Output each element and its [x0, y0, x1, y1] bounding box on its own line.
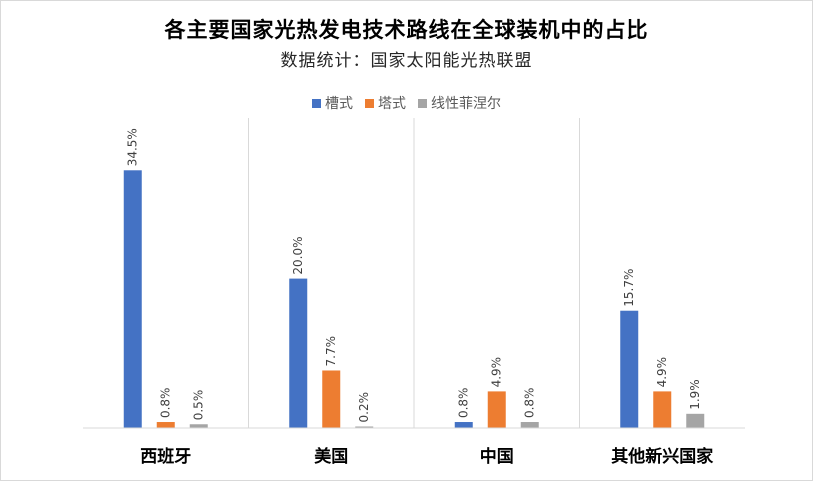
x-tick-label: 其他新兴国家	[611, 446, 713, 467]
data-label-tower: 7.7%	[324, 336, 338, 367]
legend-item-trough: 槽式	[312, 93, 353, 113]
bar-fresnel	[520, 422, 539, 428]
legend-swatch-trough	[312, 98, 321, 108]
bar-trough	[289, 278, 308, 428]
bar-fresnel	[686, 413, 705, 428]
data-label-trough: 15.7%	[622, 269, 636, 307]
data-label-tower: 4.9%	[490, 357, 504, 388]
data-label-tower: 0.8%	[159, 388, 173, 419]
data-label-trough: 20.0%	[291, 236, 305, 274]
legend-label-tower: 塔式	[378, 96, 406, 112]
data-label-fresnel: 1.9%	[688, 379, 702, 410]
bar-tower	[156, 422, 175, 428]
bar-trough	[620, 310, 639, 428]
bar-fresnel	[355, 426, 374, 428]
data-label-trough: 34.5%	[126, 128, 140, 166]
legend-item-fresnel: 线性菲涅尔	[418, 93, 501, 113]
data-label-tower: 4.9%	[655, 357, 669, 388]
chart-subtitle: 数据统计：国家太阳能光热联盟	[280, 51, 533, 71]
bar-trough	[123, 170, 142, 428]
legend-swatch-fresnel	[418, 98, 427, 108]
bar-fresnel	[189, 424, 208, 428]
legend-item-tower: 塔式	[365, 93, 406, 113]
x-tick-label: 美国	[314, 446, 348, 467]
legend-swatch-tower	[365, 98, 374, 108]
bar-trough	[454, 422, 473, 428]
legend-label-fresnel: 线性菲涅尔	[431, 96, 501, 112]
chart-legend: 槽式 塔式 线性菲涅尔	[0, 93, 813, 113]
data-label-trough: 0.8%	[457, 388, 471, 419]
legend-label-trough: 槽式	[325, 96, 353, 112]
data-label-fresnel: 0.5%	[192, 390, 206, 421]
bar-tower	[653, 391, 672, 428]
data-label-fresnel: 0.2%	[357, 392, 371, 423]
x-tick-label: 西班牙	[140, 447, 191, 467]
bar-tower	[322, 370, 341, 428]
x-tick-label: 中国	[480, 446, 514, 467]
data-label-fresnel: 0.8%	[523, 388, 537, 419]
bar-tower	[487, 391, 506, 428]
chart-title: 各主要国家光热发电技术路线在全球装机中的占比	[164, 17, 649, 42]
